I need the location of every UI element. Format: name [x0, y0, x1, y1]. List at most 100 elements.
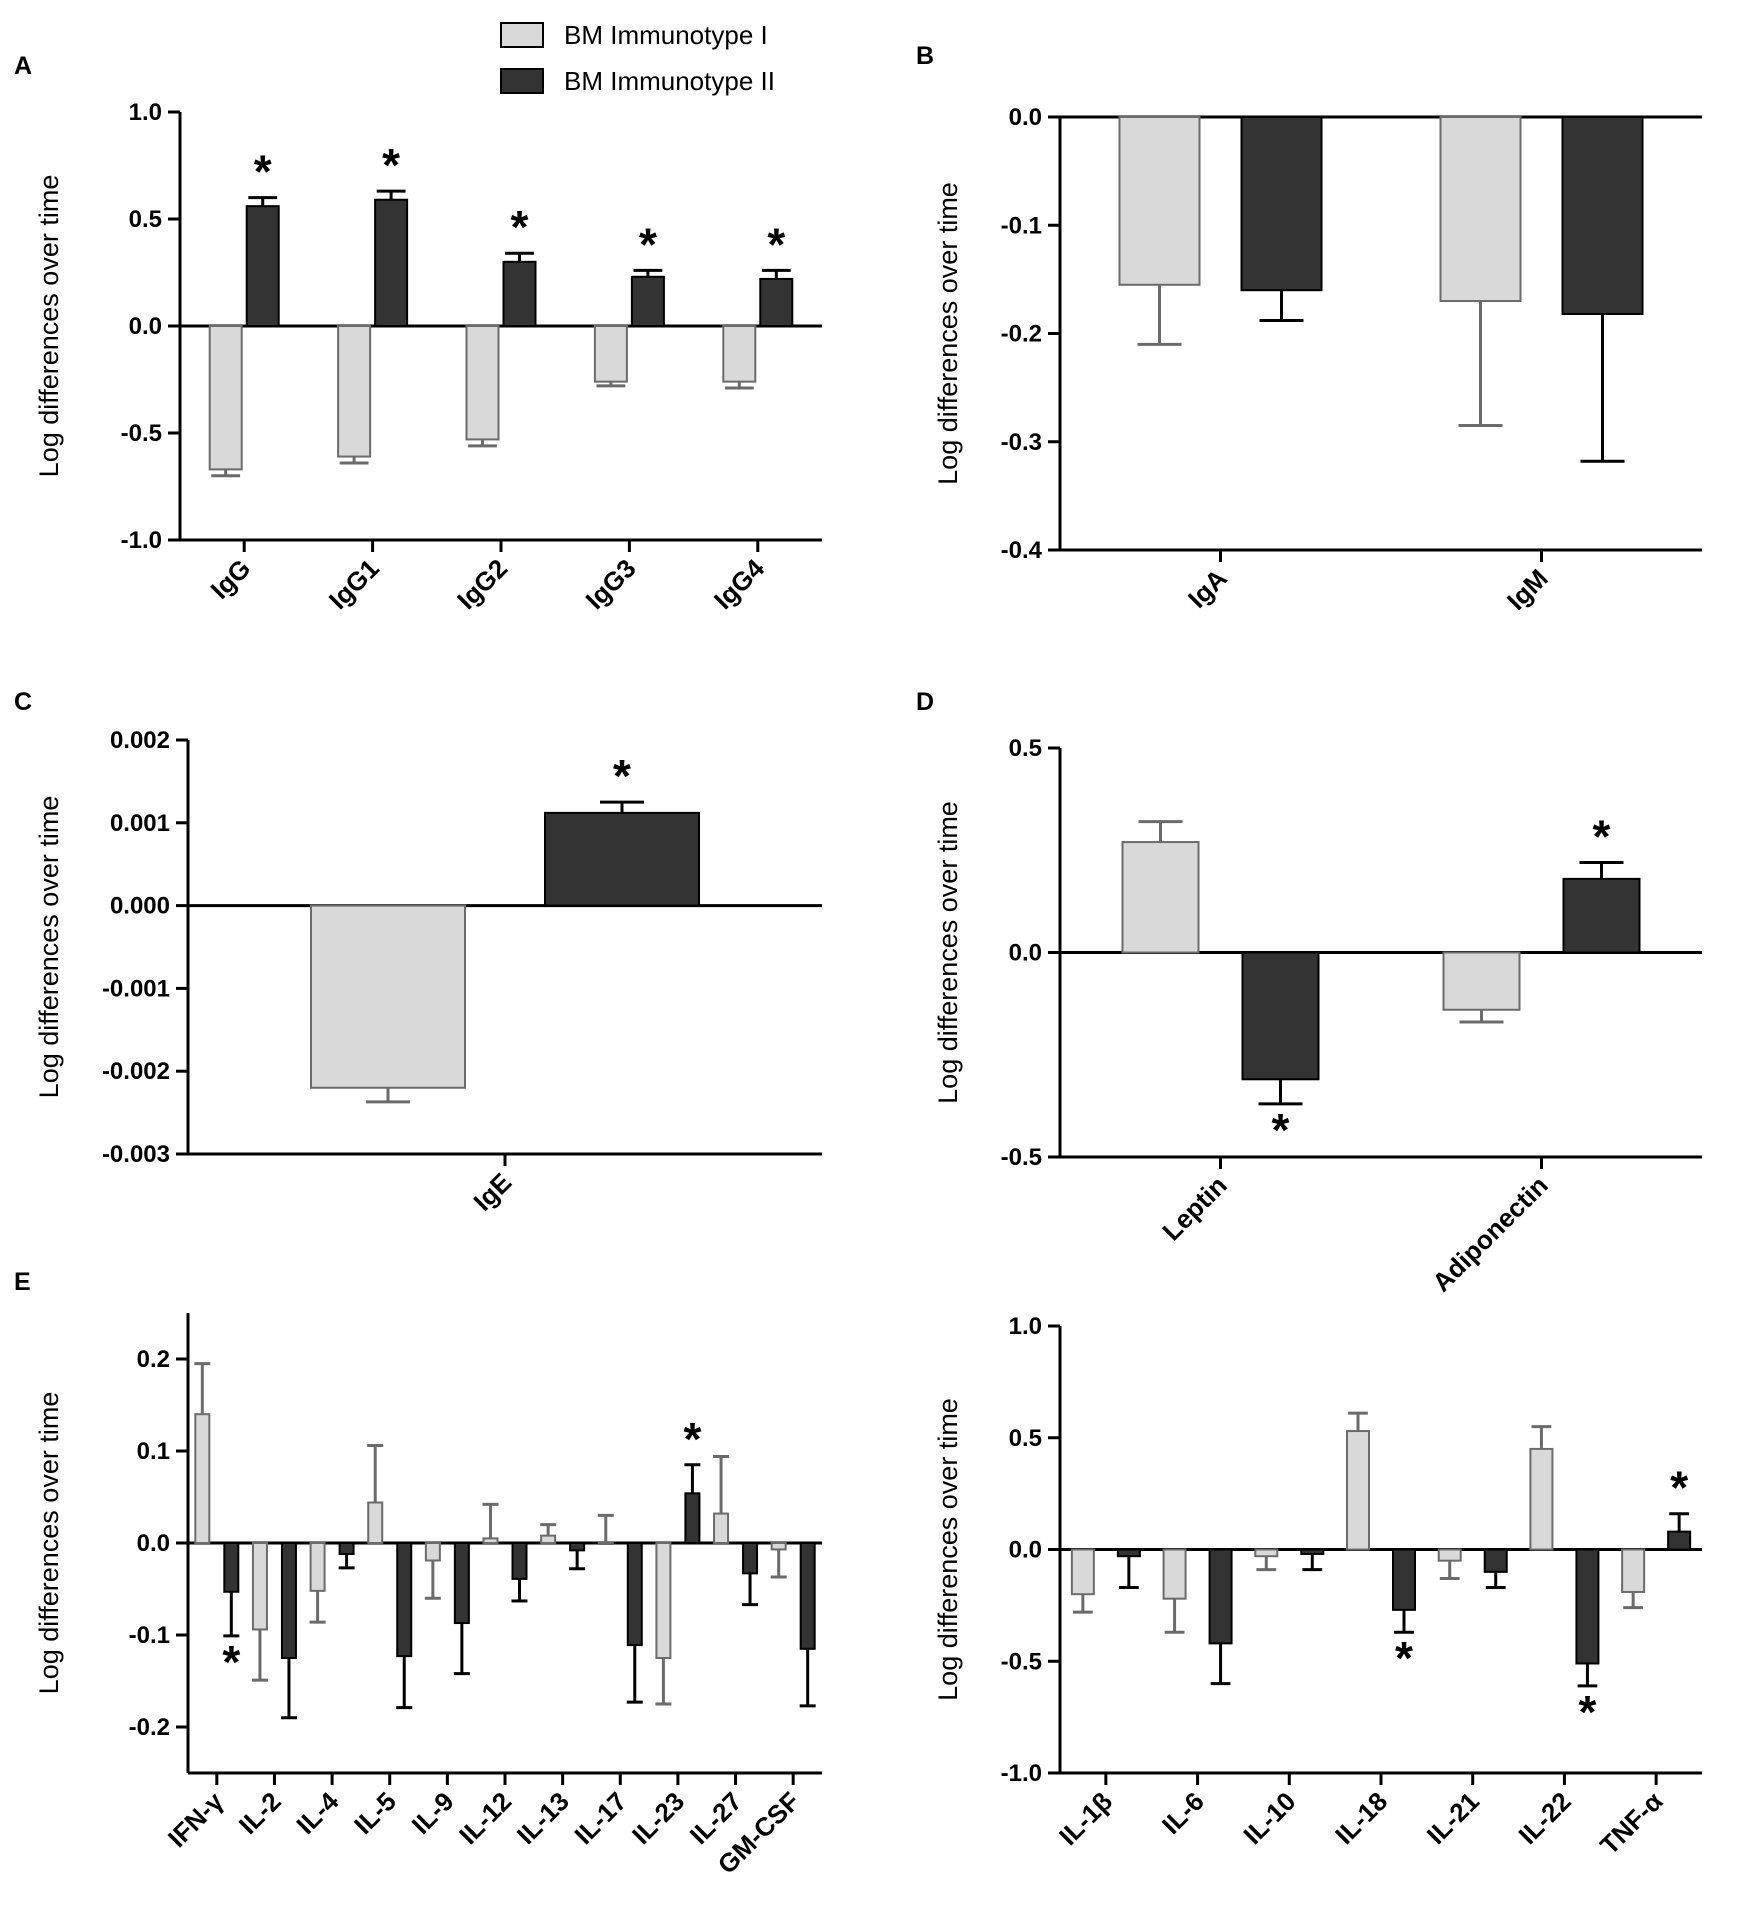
x-tick-label: IL-13	[511, 1786, 575, 1850]
y-tick-label: -0.2	[1001, 321, 1042, 348]
x-tick-label: IL-5	[348, 1786, 402, 1840]
y-tick-label: 0.0	[129, 313, 162, 340]
bar-immunotype-2	[799, 1542, 816, 1650]
bar-immunotype-2	[453, 1542, 470, 1625]
y-tick-label: -0.5	[1001, 1648, 1042, 1675]
bar-immunotype-2	[1561, 116, 1644, 316]
y-tick-label: 0.0	[137, 1530, 170, 1557]
bar-immunotype-2	[1300, 1548, 1325, 1555]
x-tick-label: Adiponectin	[1426, 1170, 1553, 1297]
y-tick-label: -0.3	[1001, 429, 1042, 456]
significance-star: *	[613, 750, 631, 802]
bar-immunotype-2	[280, 1542, 297, 1659]
bar-immunotype-2	[569, 1542, 586, 1552]
bar-immunotype-1	[310, 904, 466, 1089]
x-tick-label: IFN-γ	[162, 1786, 230, 1854]
bar-immunotype-2	[1116, 1548, 1141, 1558]
bar-immunotype-2	[626, 1542, 643, 1647]
chart-c: 0.002 0.001 0.000 -0.001 -0.002 -0.003 Log dif…	[34, 727, 822, 1217]
y-tick-label: 0.2	[137, 1346, 170, 1373]
bar-immunotype-1	[1437, 1548, 1462, 1562]
bar-immunotype-1	[593, 325, 628, 383]
x-tick-label: IL-12	[453, 1786, 517, 1850]
bar-immunotype-1	[722, 325, 757, 383]
y-tick-label: -0.1	[129, 1622, 170, 1649]
significance-star: *	[1578, 1686, 1596, 1738]
bar-immunotype-2	[1562, 877, 1641, 954]
significance-star: *	[1272, 1104, 1290, 1156]
panel-label-e: E	[14, 1268, 31, 1296]
bar-immunotype-2	[1667, 1530, 1692, 1551]
x-tick-label: IgG3	[580, 553, 642, 615]
bar-immunotype-2	[223, 1542, 240, 1593]
x-tick-label: IL-4	[290, 1786, 344, 1840]
bar-immunotype-1	[770, 1542, 787, 1551]
x-tick-label: IL-10	[1237, 1786, 1301, 1850]
x-tick-label: IgE	[467, 1167, 517, 1217]
bar-immunotype-2	[1208, 1548, 1233, 1645]
x-tick-label: IL-18	[1329, 1786, 1393, 1850]
legend-item-series1: BM Immunotype I	[500, 12, 775, 58]
bar-immunotype-1	[1439, 116, 1522, 303]
y-axis-label: Log differences over time	[34, 175, 64, 478]
bar-immunotype-1	[713, 1512, 730, 1545]
bar-immunotype-1	[1621, 1548, 1646, 1593]
bar-immunotype-2	[374, 198, 409, 328]
x-tick-label: TNF-α	[1594, 1786, 1668, 1860]
y-tick-label: 0.000	[110, 893, 170, 920]
legend-swatch-series2	[500, 68, 544, 94]
y-tick-label: 0.1	[137, 1438, 170, 1465]
bar-immunotype-1	[482, 1537, 499, 1545]
bar-immunotype-2	[338, 1542, 355, 1556]
x-tick-label: IL-21	[1421, 1786, 1485, 1850]
bar-immunotype-1	[1254, 1548, 1279, 1558]
chart-a: 1.0 0.5 0.0 -0.5 -1.0 Log differences over ti…	[34, 99, 822, 615]
x-tick-label: IL-2	[233, 1786, 287, 1840]
y-tick-label: 1.0	[1009, 1313, 1042, 1340]
chart-b: 0.0 -0.1 -0.2 -0.3 -0.4 Log differences over …	[933, 104, 1702, 616]
significance-star: *	[382, 139, 400, 191]
bar-immunotype-2	[742, 1542, 759, 1575]
y-axis-label: Log differences over time	[34, 796, 64, 1099]
bar-immunotype-2	[245, 205, 280, 327]
y-tick-label: 1.0	[129, 99, 162, 126]
bar-immunotype-1	[1118, 116, 1201, 286]
significance-star: *	[1593, 811, 1611, 863]
x-tick-label: IL-17	[568, 1786, 632, 1850]
bar-immunotype-1	[309, 1542, 326, 1592]
significance-star: *	[683, 1413, 701, 1465]
significance-star: *	[254, 146, 272, 198]
chart-e2: 1.0 0.5 0.0 -0.5 -1.0 Log differences over ti…	[933, 1313, 1702, 1860]
y-tick-label: -0.003	[102, 1141, 170, 1168]
bar-immunotype-2	[1575, 1548, 1600, 1665]
panel-label-b: B	[916, 42, 935, 70]
y-tick-label: 0.5	[1009, 735, 1042, 762]
bar-immunotype-1	[194, 1413, 211, 1544]
bar-immunotype-1	[1529, 1447, 1554, 1551]
y-tick-label: 0.0	[1009, 104, 1042, 131]
legend-label-series1: BM Immunotype I	[564, 19, 768, 50]
x-tick-label: IL-9	[406, 1786, 460, 1840]
y-tick-label: -1.0	[1001, 1760, 1042, 1787]
y-axis-label: Log differences over time	[34, 1392, 64, 1695]
bar-immunotype-1	[1346, 1430, 1370, 1551]
bar-immunotype-1	[597, 1542, 614, 1545]
bar-immunotype-1	[1442, 951, 1521, 1011]
bar-immunotype-1	[1121, 841, 1200, 954]
x-tick-label: IgG2	[451, 553, 513, 615]
significance-star: *	[767, 218, 785, 270]
chart-d: 0.5 0.0 -0.5 Log differences over time Lepti…	[933, 735, 1702, 1297]
significance-star: *	[1395, 1632, 1413, 1684]
bar-immunotype-2	[630, 275, 665, 327]
x-tick-label: IL-6	[1156, 1786, 1210, 1840]
y-tick-label: -0.1	[1001, 212, 1042, 239]
bar-immunotype-1	[367, 1501, 384, 1545]
significance-star: *	[1670, 1462, 1688, 1514]
bar-immunotype-1	[337, 325, 372, 458]
y-tick-label: 0.0	[1009, 1537, 1042, 1564]
y-tick-label: -0.001	[102, 975, 170, 1002]
y-axis-label: Log differences over time	[933, 1398, 963, 1701]
bar-immunotype-1	[208, 325, 243, 471]
y-tick-label: 0.5	[129, 206, 162, 233]
